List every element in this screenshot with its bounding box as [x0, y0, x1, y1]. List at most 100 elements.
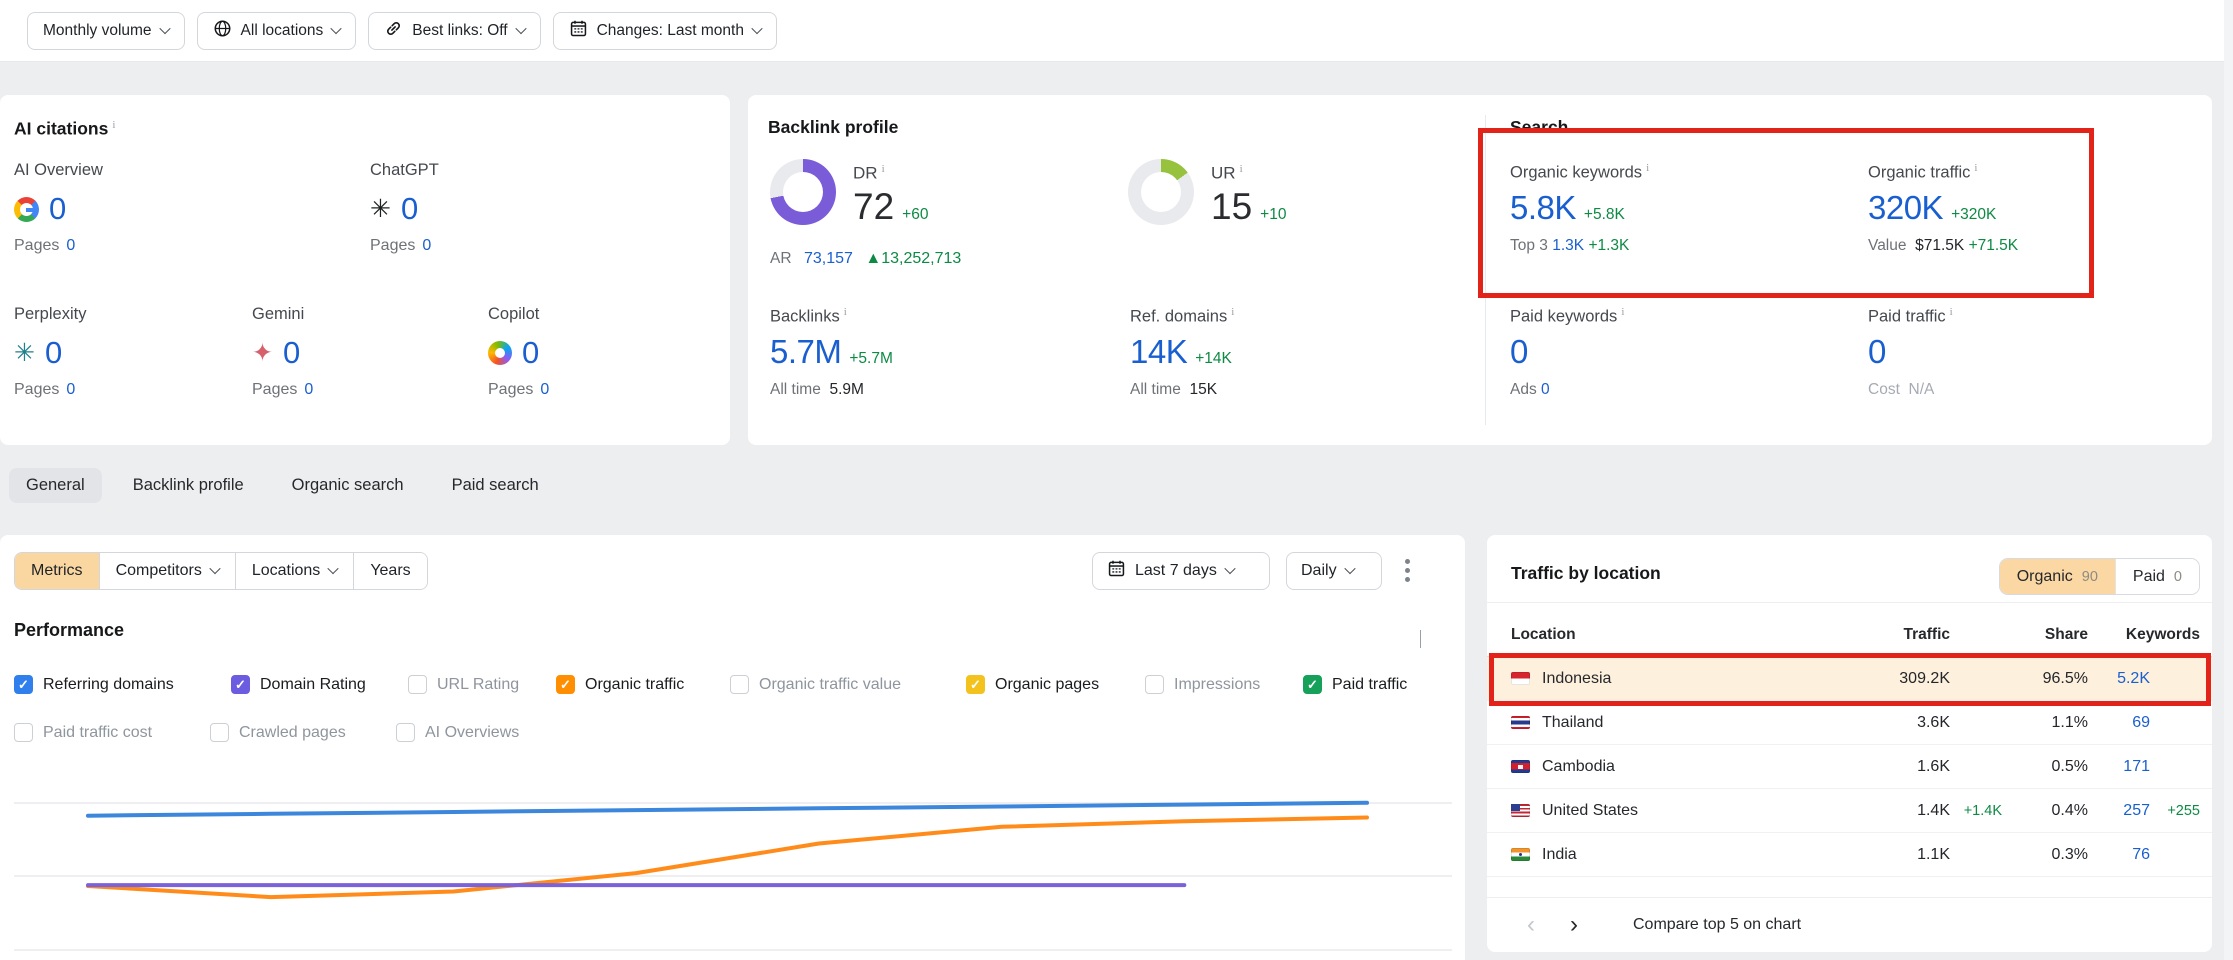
pages-count[interactable]: 0 — [422, 237, 431, 254]
segment-metrics[interactable]: Metrics — [15, 553, 99, 589]
segment-label: Locations — [252, 562, 321, 580]
organic-keywords-value[interactable]: 5.8K — [1510, 189, 1576, 226]
ai-citations-count[interactable]: 0 — [45, 335, 62, 371]
tab-paid-search[interactable]: Paid search — [435, 468, 556, 503]
filter-monthly-volume[interactable]: Monthly volume — [27, 12, 185, 50]
keywords-link[interactable]: 257 — [2088, 802, 2150, 820]
ai-citations-count[interactable]: 0 — [522, 335, 539, 371]
checked-checkbox: ✓ — [556, 675, 575, 694]
ahrefs-rank-line: AR 73,157 ▲13,252,713 — [770, 250, 961, 268]
organic-traffic-value[interactable]: 320K — [1868, 189, 1943, 226]
metric-checkbox-organic-pages[interactable]: ✓Organic pages — [966, 675, 1099, 694]
metric-checkbox-domain-rating[interactable]: ✓Domain Rating — [231, 675, 366, 694]
tab-general[interactable]: General — [9, 468, 102, 503]
share-value: 96.5% — [2002, 670, 2088, 688]
ref-domains-alltime-label: All time — [1130, 381, 1181, 398]
scrollbar-track[interactable] — [2224, 0, 2233, 960]
location-row-india[interactable]: India1.1K0.3%76 — [1487, 833, 2212, 877]
info-icon[interactable] — [844, 301, 847, 320]
keywords-link[interactable]: 76 — [2088, 846, 2150, 864]
filter-best-links-off[interactable]: Best links: Off — [368, 12, 540, 50]
segment-competitors[interactable]: Competitors — [99, 553, 235, 589]
segment-years[interactable]: Years — [353, 553, 426, 589]
organic-keywords-block: Organic keywords 5.8K+5.8K Top 3 1.3K +1… — [1510, 157, 1649, 255]
filter-changes-last-month[interactable]: Changes: Last month — [553, 12, 777, 50]
toggle-label: Paid — [2133, 568, 2165, 586]
paid-traffic-value[interactable]: 0 — [1868, 333, 1886, 370]
keywords-link[interactable]: 5.2K — [2088, 670, 2150, 688]
info-icon[interactable] — [1240, 157, 1243, 177]
info-icon[interactable] — [1231, 301, 1234, 320]
info-icon[interactable] — [1621, 301, 1624, 320]
ai-citations-count[interactable]: 0 — [401, 191, 418, 227]
backlinks-label: Backlinks — [770, 308, 840, 326]
toggle-label: Organic — [2017, 568, 2073, 586]
filter-all-locations[interactable]: All locations — [197, 12, 357, 50]
metrics-segmented-control: MetricsCompetitors Locations Years — [14, 552, 428, 590]
info-icon[interactable] — [1974, 157, 1977, 176]
segment-locations[interactable]: Locations — [235, 553, 354, 589]
ar-value[interactable]: 73,157 — [804, 250, 853, 267]
pages-count[interactable]: 0 — [304, 381, 313, 398]
paid-keywords-value[interactable]: 0 — [1510, 333, 1528, 370]
pages-count[interactable]: 0 — [540, 381, 549, 398]
next-page-arrow[interactable]: › — [1570, 913, 1578, 937]
metric-checkbox-paid-traffic-cost[interactable]: Paid traffic cost — [14, 723, 152, 742]
metric-checkbox-crawled-pages[interactable]: Crawled pages — [210, 723, 346, 742]
location-row-united-states[interactable]: United States1.4K+1.4K0.4%257+255 — [1487, 789, 2212, 833]
backlinks-value[interactable]: 5.7M — [770, 333, 841, 370]
pages-count[interactable]: 0 — [66, 381, 75, 398]
pages-label: Pages — [14, 237, 59, 254]
unchecked-checkbox — [14, 723, 33, 742]
metric-checkbox-organic-traffic-value[interactable]: Organic traffic value — [730, 675, 901, 694]
granularity-button[interactable]: Daily — [1286, 552, 1382, 590]
metric-checkbox-ai-overviews[interactable]: AI Overviews — [396, 723, 519, 742]
top3-value[interactable]: 1.3K — [1552, 237, 1584, 254]
metric-checkbox-label: Impressions — [1174, 676, 1260, 694]
ai-citations-count[interactable]: 0 — [49, 191, 66, 227]
keywords-link[interactable]: 69 — [2088, 714, 2150, 732]
metric-checkbox-url-rating[interactable]: URL Rating — [408, 675, 519, 694]
location-row-thailand[interactable]: Thailand3.6K1.1%69 — [1487, 701, 2212, 745]
location-cell: Cambodia — [1511, 758, 1860, 776]
info-icon[interactable] — [1646, 157, 1649, 176]
performance-title: Performance — [14, 620, 124, 641]
keywords-link[interactable]: 171 — [2088, 758, 2150, 776]
card-divider — [1485, 115, 1486, 425]
location-row-cambodia[interactable]: Cambodia1.6K0.5%171 — [1487, 745, 2212, 789]
collapse-section-icon[interactable] — [1420, 630, 1421, 648]
info-icon[interactable] — [882, 157, 885, 177]
tab-backlink-profile[interactable]: Backlink profile — [116, 468, 261, 503]
ref-domains-label: Ref. domains — [1130, 308, 1227, 326]
value-amount: $71.5K — [1915, 237, 1964, 254]
metric-checkbox-organic-traffic[interactable]: ✓Organic traffic — [556, 675, 684, 694]
location-row-indonesia[interactable]: Indonesia309.2K96.5%5.2K — [1487, 657, 2212, 701]
share-value: 0.3% — [2002, 846, 2088, 864]
kebab-menu-icon[interactable] — [1405, 559, 1410, 564]
ref-domains-delta: +14K — [1195, 350, 1232, 367]
location-name: India — [1542, 846, 1577, 864]
ur-label: UR — [1211, 164, 1236, 183]
ai-citations-count[interactable]: 0 — [283, 335, 300, 371]
info-icon[interactable] — [1950, 301, 1953, 320]
prev-page-arrow[interactable]: ‹ — [1527, 913, 1535, 937]
toggle-count: 90 — [2082, 569, 2098, 585]
toggle-paid[interactable]: Paid 0 — [2115, 559, 2199, 594]
info-icon[interactable] — [112, 115, 115, 133]
ads-value[interactable]: 0 — [1541, 381, 1550, 398]
ai-citations-title: AI citations — [14, 118, 108, 138]
metric-checkbox-impressions[interactable]: Impressions — [1145, 675, 1260, 694]
organic-traffic-label: Organic traffic — [1868, 164, 1970, 182]
metric-checkbox-paid-traffic[interactable]: ✓Paid traffic — [1303, 675, 1407, 694]
date-range-button[interactable]: Last 7 days — [1092, 552, 1270, 590]
metric-checkbox-referring-domains[interactable]: ✓Referring domains — [14, 675, 174, 694]
united-states-flag-icon — [1511, 804, 1530, 817]
ref-domains-value[interactable]: 14K — [1130, 333, 1187, 370]
ai-provider-name: AI Overview — [14, 161, 103, 180]
toggle-count: 0 — [2174, 569, 2182, 585]
toggle-organic[interactable]: Organic 90 — [2000, 559, 2115, 594]
pages-count[interactable]: 0 — [66, 237, 75, 254]
tab-organic-search[interactable]: Organic search — [275, 468, 421, 503]
search-title: Search — [1510, 117, 1568, 137]
compare-top5-link[interactable]: Compare top 5 on chart — [1633, 916, 1801, 934]
